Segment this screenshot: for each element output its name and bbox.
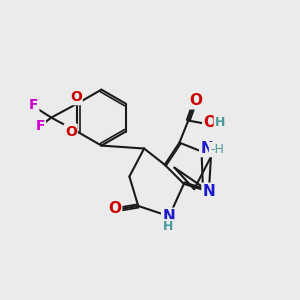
- Text: -H: -H: [210, 143, 224, 156]
- Text: O: O: [203, 116, 216, 130]
- Text: H: H: [164, 220, 174, 233]
- Text: O: O: [108, 201, 121, 216]
- Text: O: O: [65, 124, 77, 139]
- Text: F: F: [35, 119, 45, 133]
- Text: N: N: [202, 184, 215, 199]
- Text: F: F: [29, 98, 38, 112]
- Text: H: H: [214, 116, 225, 129]
- Text: N: N: [200, 141, 213, 156]
- Text: O: O: [70, 90, 82, 104]
- Text: O: O: [189, 93, 202, 108]
- Text: N: N: [162, 209, 175, 224]
